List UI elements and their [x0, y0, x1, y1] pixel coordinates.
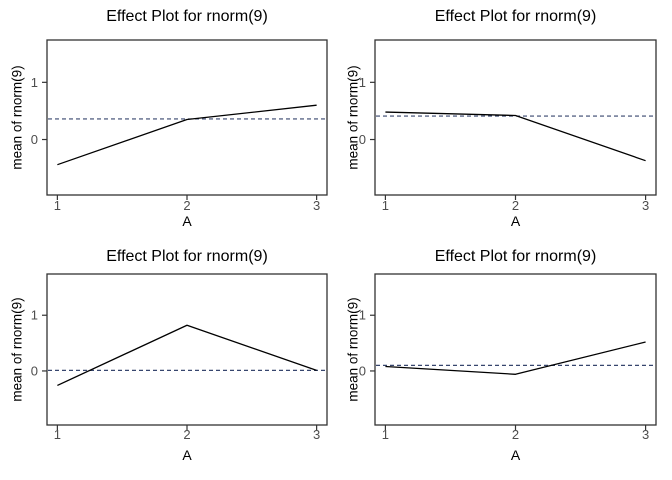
effect-line: [57, 324, 317, 387]
y-tick-label: 1: [359, 308, 366, 323]
plot-title: Effect Plot for rnorm(9): [434, 8, 597, 25]
x-tick-label: 3: [313, 198, 320, 213]
x-axis-label: A: [182, 213, 192, 229]
y-tick-label: 1: [359, 75, 366, 90]
x-axis-label: A: [510, 447, 521, 463]
effect-line: [57, 104, 317, 166]
y-tick-label: 0: [359, 132, 366, 147]
x-tick-label: 2: [512, 198, 519, 213]
plot-canvas: 0 1 1 2 3: [359, 273, 657, 442]
x-tick-label: 1: [382, 427, 389, 442]
subplot-bottom-left: Effect Plot for rnorm(9) mean of rnorm(9…: [0, 240, 336, 480]
panel-border: [374, 39, 657, 196]
x-tick-label: 3: [642, 198, 649, 213]
y-tick-label: 1: [31, 75, 38, 90]
plot-canvas: 0 1 1 2 3: [359, 39, 657, 213]
subplot-bottom-right: Effect Plot for rnorm(9) mean of rnorm(9…: [336, 240, 672, 480]
x-tick-label: 3: [642, 427, 649, 442]
panel-border: [46, 39, 328, 196]
subplot-top-right: Effect Plot for rnorm(9) mean of rnorm(9…: [336, 0, 672, 240]
effect-line: [385, 341, 646, 375]
y-tick-label: 1: [31, 308, 38, 323]
effect-line: [385, 111, 646, 162]
x-axis-label: A: [510, 213, 521, 229]
x-tick-label: 1: [54, 198, 61, 213]
x-tick-label: 1: [54, 427, 61, 442]
x-tick-label: 2: [512, 427, 519, 442]
plot-canvas: 0 1 1 2 3: [31, 39, 328, 213]
panel-border: [46, 273, 328, 426]
y-tick-label: 0: [31, 132, 38, 147]
plot-canvas: 0 1 1 2 3: [31, 273, 328, 442]
x-axis-label: A: [182, 447, 192, 463]
plot-title: Effect Plot for rnorm(9): [106, 248, 268, 265]
plot-title: Effect Plot for rnorm(9): [434, 248, 597, 265]
subplot-top-left: Effect Plot for rnorm(9) mean of rnorm(9…: [0, 0, 336, 240]
x-tick-label: 3: [313, 427, 320, 442]
y-tick-label: 0: [31, 363, 38, 378]
x-tick-label: 1: [382, 198, 389, 213]
y-tick-label: 0: [359, 363, 366, 378]
plot-title: Effect Plot for rnorm(9): [106, 8, 268, 25]
x-tick-label: 2: [183, 198, 190, 213]
x-tick-label: 2: [183, 427, 190, 442]
